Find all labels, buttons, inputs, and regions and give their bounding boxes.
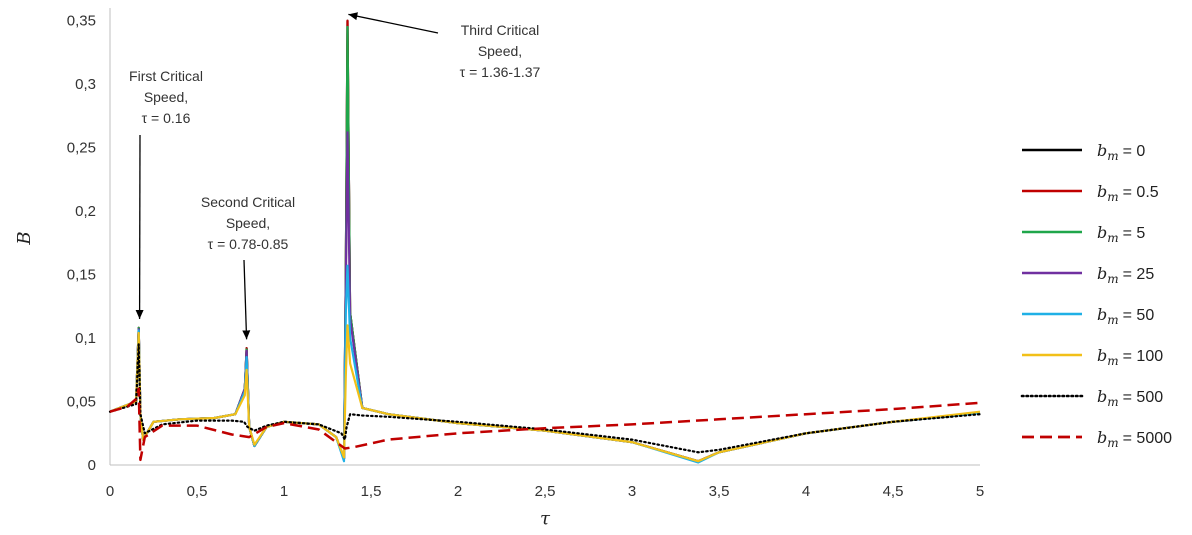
legend-subscript: m xyxy=(1107,436,1118,450)
series-line-6 xyxy=(108,343,982,454)
legend-symbol: b xyxy=(1097,264,1107,283)
annotation-text: Speed, xyxy=(226,215,270,231)
legend-item: bm = 5 xyxy=(1022,223,1145,245)
legend-symbol: b xyxy=(1097,223,1107,242)
annotation-text: Speed, xyxy=(144,89,188,105)
legend-symbol: b xyxy=(1097,182,1107,201)
series-line-4 xyxy=(109,264,981,464)
plot-area: 0 0,05 0,1 0,15 0,2 0,25 0,3 0,35 0 0,5 1 1,5 2 2,5 3… xyxy=(67,8,984,500)
annotation-text: Speed, xyxy=(478,43,522,59)
legend-item: bm = 500 xyxy=(1020,387,1163,409)
legend-subscript: m xyxy=(1107,395,1118,409)
x-tick-label: 3 xyxy=(628,483,636,500)
legend-value: = 100 xyxy=(1123,348,1164,365)
legend-value: = 25 xyxy=(1123,266,1155,283)
legend-value: = 5 xyxy=(1123,225,1146,242)
annotation-2: Second Critical Speed, τ = 0.78-0.85 xyxy=(201,194,295,340)
y-tick-label: 0,25 xyxy=(67,140,96,157)
x-tick-label: 3,5 xyxy=(709,483,730,500)
x-axis-title: τ xyxy=(540,508,551,529)
x-tick-label: 0,5 xyxy=(187,483,208,500)
legend-label: bm = 500 xyxy=(1097,387,1163,409)
annotation-arrow xyxy=(242,259,251,340)
legend-value: = 5000 xyxy=(1123,430,1172,447)
x-tick-labels: 0 0,5 1 1,5 2 2,5 3 3,5 4 4,5 5 xyxy=(106,483,984,500)
annotation-arrow xyxy=(348,12,439,34)
y-tick-labels: 0 0,05 0,1 0,15 0,2 0,25 0,3 0,35 xyxy=(67,13,96,474)
x-tick-label: 5 xyxy=(976,483,984,500)
legend-symbol: b xyxy=(1097,387,1107,406)
legend-subscript: m xyxy=(1107,231,1118,245)
annotation-text: τ = 0.78-0.85 xyxy=(208,236,289,252)
legend-label: bm = 50 xyxy=(1097,305,1154,327)
y-tick-label: 0,05 xyxy=(67,394,96,411)
annotations: First Critical Speed, τ = 0.16 Second Criti… xyxy=(129,12,541,340)
legend-subscript: m xyxy=(1107,190,1118,204)
legend-label: bm = 5000 xyxy=(1097,428,1172,450)
annotation-text: Third Critical xyxy=(461,22,540,38)
legend-value: = 0.5 xyxy=(1123,184,1159,201)
series-group xyxy=(108,19,982,464)
x-tick-label: 4,5 xyxy=(883,483,904,500)
series-line-7 xyxy=(109,387,981,462)
annotation-text: Second Critical xyxy=(201,194,295,210)
x-tick-label: 1,5 xyxy=(361,483,382,500)
x-tick-label: 1 xyxy=(280,483,288,500)
y-tick-label: 0 xyxy=(88,457,96,474)
legend-subscript: m xyxy=(1107,313,1118,327)
legend-label: bm = 5 xyxy=(1097,223,1145,245)
y-tick-label: 0,2 xyxy=(75,203,96,220)
annotation-text: τ = 0.16 xyxy=(142,110,191,126)
y-tick-label: 0,35 xyxy=(67,13,96,30)
series-line-5 xyxy=(109,324,981,463)
legend-item: bm = 100 xyxy=(1022,346,1163,368)
legend-value: = 0 xyxy=(1123,143,1146,160)
y-tick-label: 0,1 xyxy=(75,330,96,347)
x-tick-label: 0 xyxy=(106,483,114,500)
legend-item: bm = 0.5 xyxy=(1022,182,1159,204)
legend-label: bm = 25 xyxy=(1097,264,1154,286)
legend-label: bm = 0.5 xyxy=(1097,182,1159,204)
y-tick-label: 0,3 xyxy=(75,76,96,93)
legend-subscript: m xyxy=(1107,149,1118,163)
legend-symbol: b xyxy=(1097,428,1107,447)
legend-label: bm = 0 xyxy=(1097,141,1145,163)
annotation-text: τ = 1.36-1.37 xyxy=(460,64,541,80)
legend-symbol: b xyxy=(1097,346,1107,365)
annotation-3: Third Critical Speed, τ = 1.36-1.37 xyxy=(348,12,541,80)
y-tick-label: 0,15 xyxy=(67,267,96,284)
legend-subscript: m xyxy=(1107,354,1118,368)
legend-item: bm = 25 xyxy=(1022,264,1154,286)
y-axis-title: B xyxy=(14,231,35,245)
annotation-1: First Critical Speed, τ = 0.16 xyxy=(129,68,203,320)
legend-value: = 50 xyxy=(1123,307,1155,324)
annotation-text: First Critical xyxy=(129,68,203,84)
x-tick-label: 2 xyxy=(454,483,462,500)
legend-subscript: m xyxy=(1107,272,1118,286)
x-tick-label: 2,5 xyxy=(535,483,556,500)
legend-item: bm = 50 xyxy=(1022,305,1154,327)
legend-symbol: b xyxy=(1097,305,1107,324)
legend-item: bm = 0 xyxy=(1022,141,1145,163)
x-tick-label: 4 xyxy=(802,483,810,500)
legend-symbol: b xyxy=(1097,141,1107,160)
legend-item: bm = 5000 xyxy=(1022,428,1172,450)
legend-value: = 500 xyxy=(1123,389,1164,406)
legend-label: bm = 100 xyxy=(1097,346,1163,368)
